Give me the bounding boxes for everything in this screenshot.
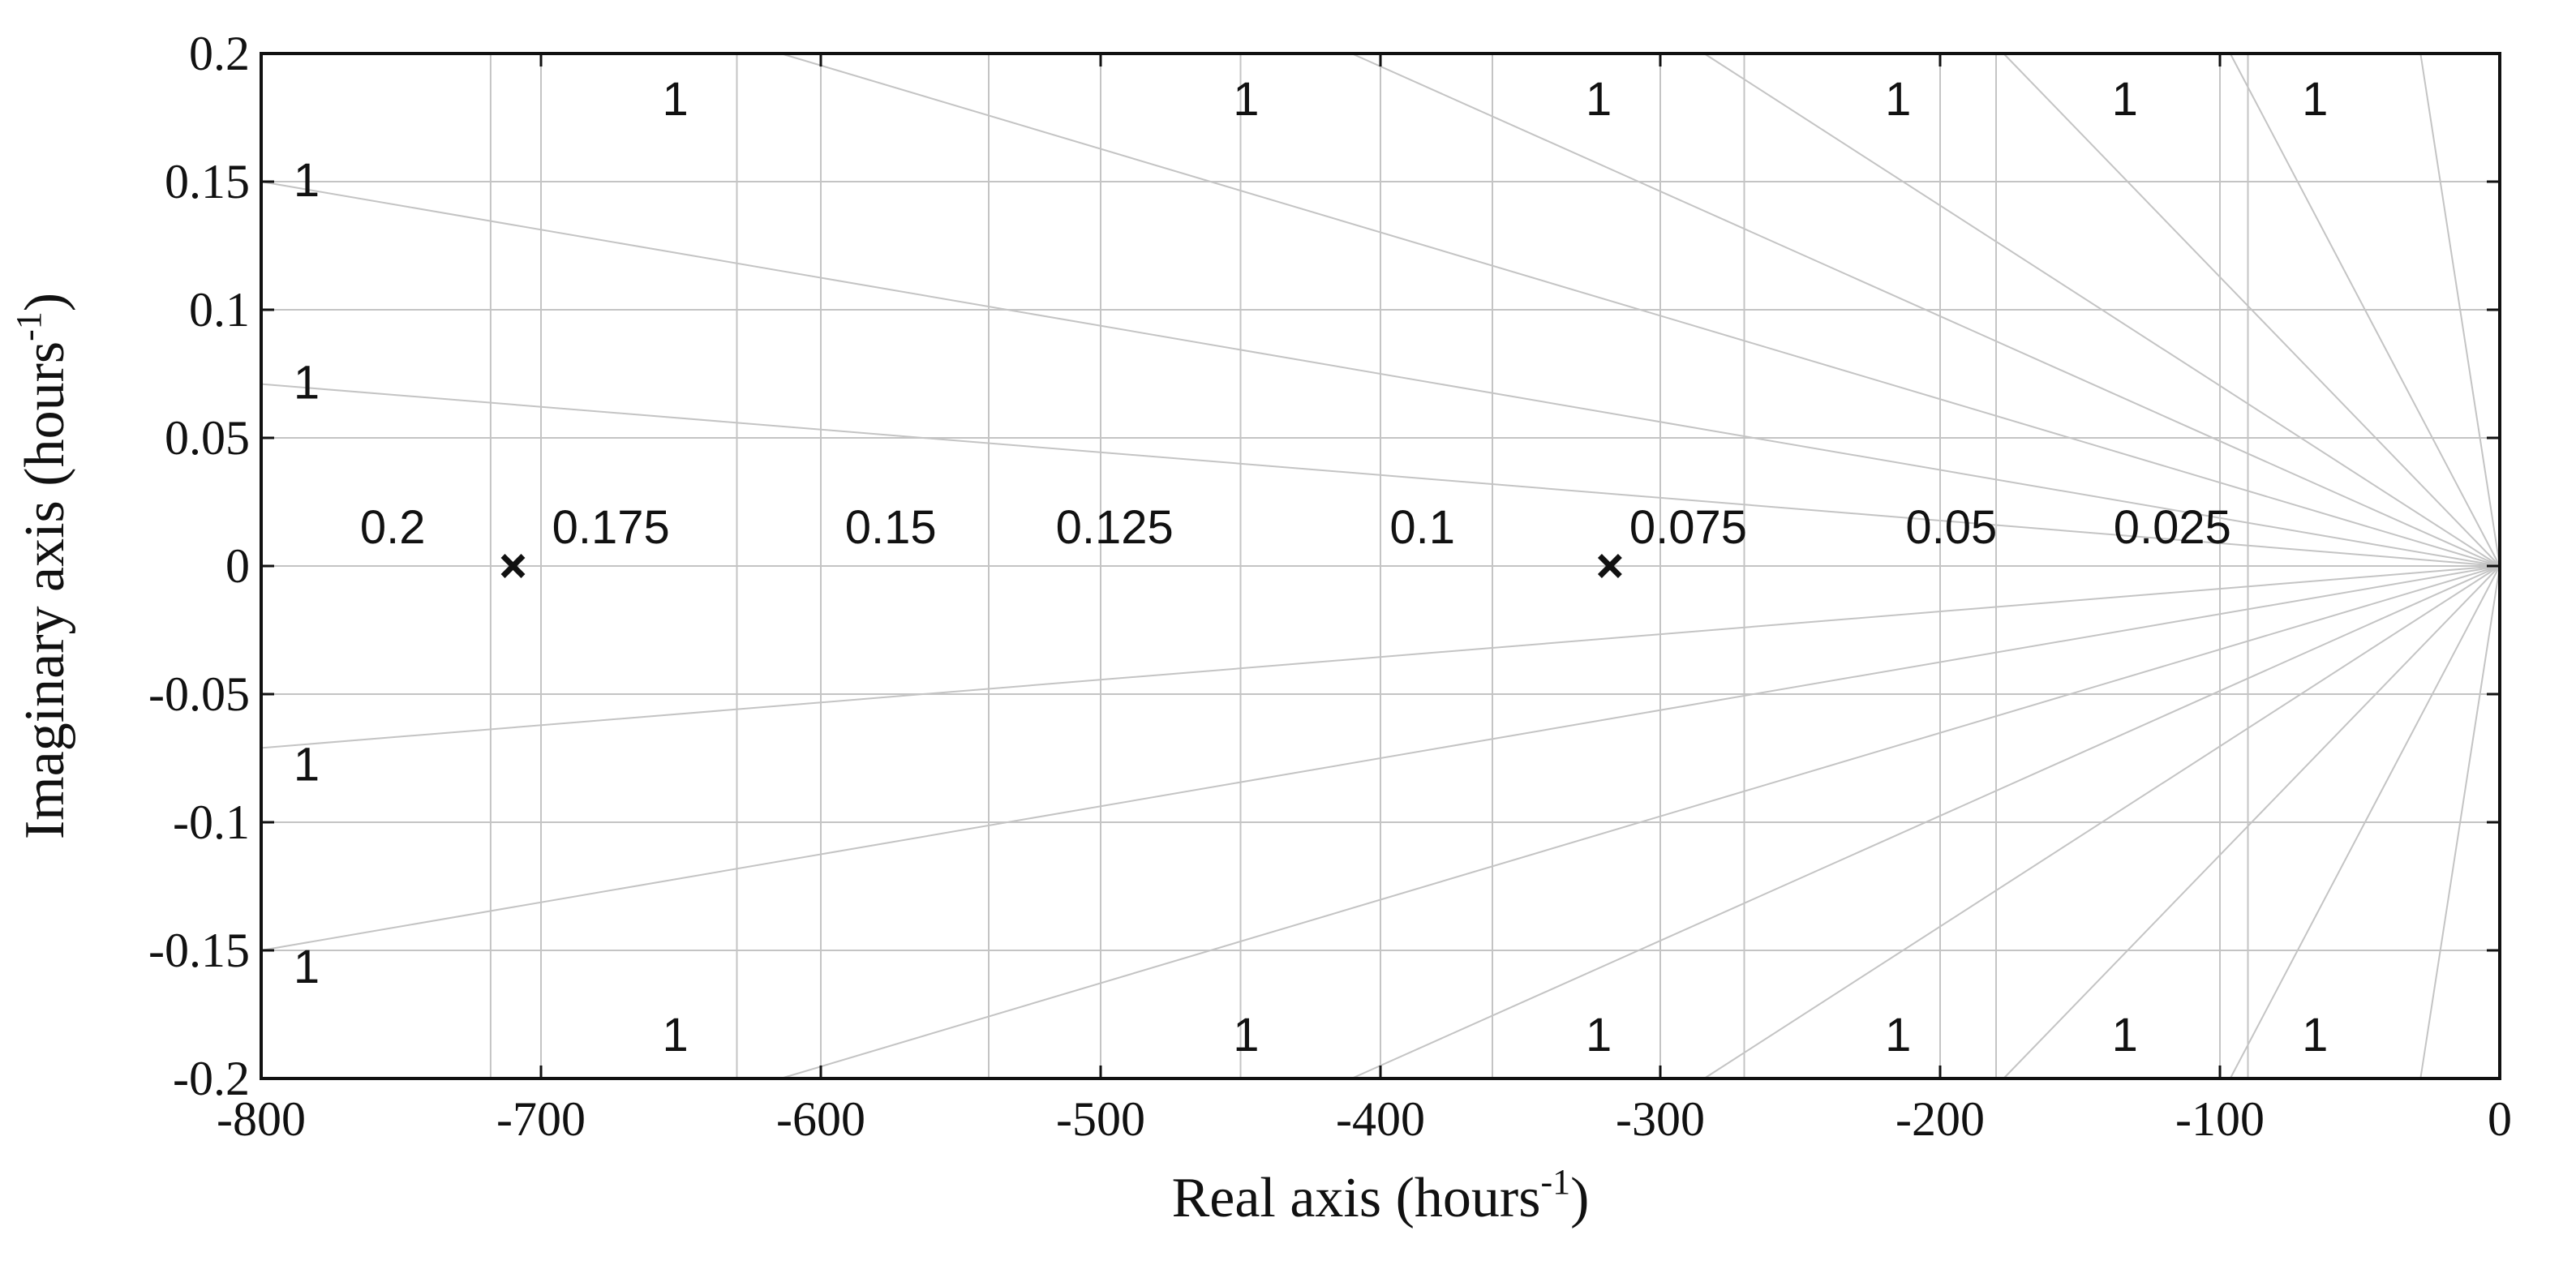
- frequency-label: 0.125: [1056, 501, 1174, 554]
- damping-gridline: [2419, 565, 2501, 1079]
- y-tick-label: 0.2: [189, 27, 250, 80]
- axis-ticks: -800 -700 -600 -500 -400 -300 -200 -100 0 0.2 0.15…: [148, 27, 2512, 1146]
- pole-stroke: [500, 554, 526, 578]
- grid-lines: [260, 53, 2501, 1079]
- damping-gridline: [2003, 53, 2501, 567]
- damping-label: 1: [2302, 73, 2328, 126]
- damping-gridline: [2229, 53, 2501, 567]
- frequency-label: 0.025: [2114, 501, 2231, 554]
- y-axis-label-tail: ): [14, 293, 76, 311]
- y-tick-label: -0.15: [148, 924, 250, 977]
- frequency-label: 0.175: [552, 501, 670, 554]
- poles: [500, 554, 1622, 578]
- x-axis-label-tail: ): [1570, 1167, 1589, 1229]
- damping-gridline: [2229, 565, 2501, 1079]
- x-tick-label: -500: [1056, 1092, 1145, 1146]
- damping-label: 1: [2112, 1009, 2138, 1061]
- y-tick-label: 0.15: [165, 155, 250, 208]
- pole-stroke: [1597, 554, 1622, 578]
- damping-gridline: [2419, 53, 2501, 567]
- damping-gridline: [780, 53, 2501, 567]
- y-axis-label-main: Imaginary axis (hours: [14, 341, 76, 839]
- damping-label: 1: [294, 154, 320, 207]
- damping-gridline: [1350, 565, 2501, 1079]
- y-axis-label-superscript: -1: [9, 311, 49, 341]
- x-tick-label: -100: [2175, 1092, 2265, 1146]
- damping-label: 1: [1586, 1009, 1612, 1061]
- y-axis-label: Imaginary axis (hours-1): [9, 293, 76, 839]
- damping-label: 1: [1586, 73, 1612, 126]
- pole-marker: [500, 554, 526, 578]
- x-axis-label-main: Real axis (hours: [1172, 1167, 1541, 1229]
- frequency-label: 0.05: [1905, 501, 1997, 554]
- frequency-label: 0.15: [845, 501, 937, 554]
- damping-gridline: [2003, 565, 2501, 1079]
- y-tick-label: -0.2: [173, 1052, 250, 1105]
- x-tick-label: -600: [776, 1092, 865, 1146]
- x-tick-label: -300: [1616, 1092, 1705, 1146]
- damping-gridline: [260, 565, 2501, 749]
- frequency-label: 0.1: [1389, 501, 1455, 554]
- y-tick-label: 0.05: [165, 411, 250, 465]
- frequency-label: 0.075: [1629, 501, 1747, 554]
- damping-gridline: [1703, 53, 2501, 567]
- y-tick-label: -0.1: [173, 795, 250, 849]
- x-tick-label: 0: [2488, 1092, 2512, 1146]
- damping-label: 1: [294, 357, 320, 410]
- damping-gridline: [260, 565, 2501, 951]
- damping-label: 1: [1233, 1009, 1259, 1061]
- damping-gridline: [260, 383, 2501, 567]
- damping-label: 1: [1233, 73, 1259, 126]
- y-tick-label: 0.1: [189, 283, 250, 337]
- x-tick-label: -200: [1896, 1092, 1985, 1146]
- damping-label: 1: [662, 73, 688, 126]
- x-axis-label: Real axis (hours-1): [1172, 1162, 1590, 1229]
- damping-label: 1: [662, 1009, 688, 1061]
- damping-gridline: [1350, 53, 2501, 567]
- damping-label: 1: [1885, 73, 1911, 126]
- damping-label: 1: [294, 738, 320, 791]
- x-tick-label: -800: [217, 1092, 306, 1146]
- damping-gridline: [260, 181, 2501, 567]
- damping-gridline: [780, 565, 2501, 1079]
- damping-label: 1: [2112, 73, 2138, 126]
- grid-labels: 0.2 0.175 0.15 0.125 0.1 0.075 0.05 0.025 1 1 1 1 1 1…: [294, 73, 2329, 1061]
- x-tick-label: -700: [496, 1092, 586, 1146]
- y-tick-label: 0: [225, 539, 250, 593]
- y-tick-label: -0.05: [148, 667, 250, 721]
- damping-gridline: [1703, 565, 2501, 1079]
- x-axis-label-superscript: -1: [1540, 1162, 1570, 1202]
- damping-label: 1: [294, 941, 320, 993]
- pole-marker: [1597, 554, 1622, 578]
- x-tick-label: -400: [1336, 1092, 1425, 1146]
- damping-label: 1: [1885, 1009, 1911, 1061]
- damping-label: 1: [2302, 1009, 2328, 1061]
- frequency-label: 0.2: [360, 501, 426, 554]
